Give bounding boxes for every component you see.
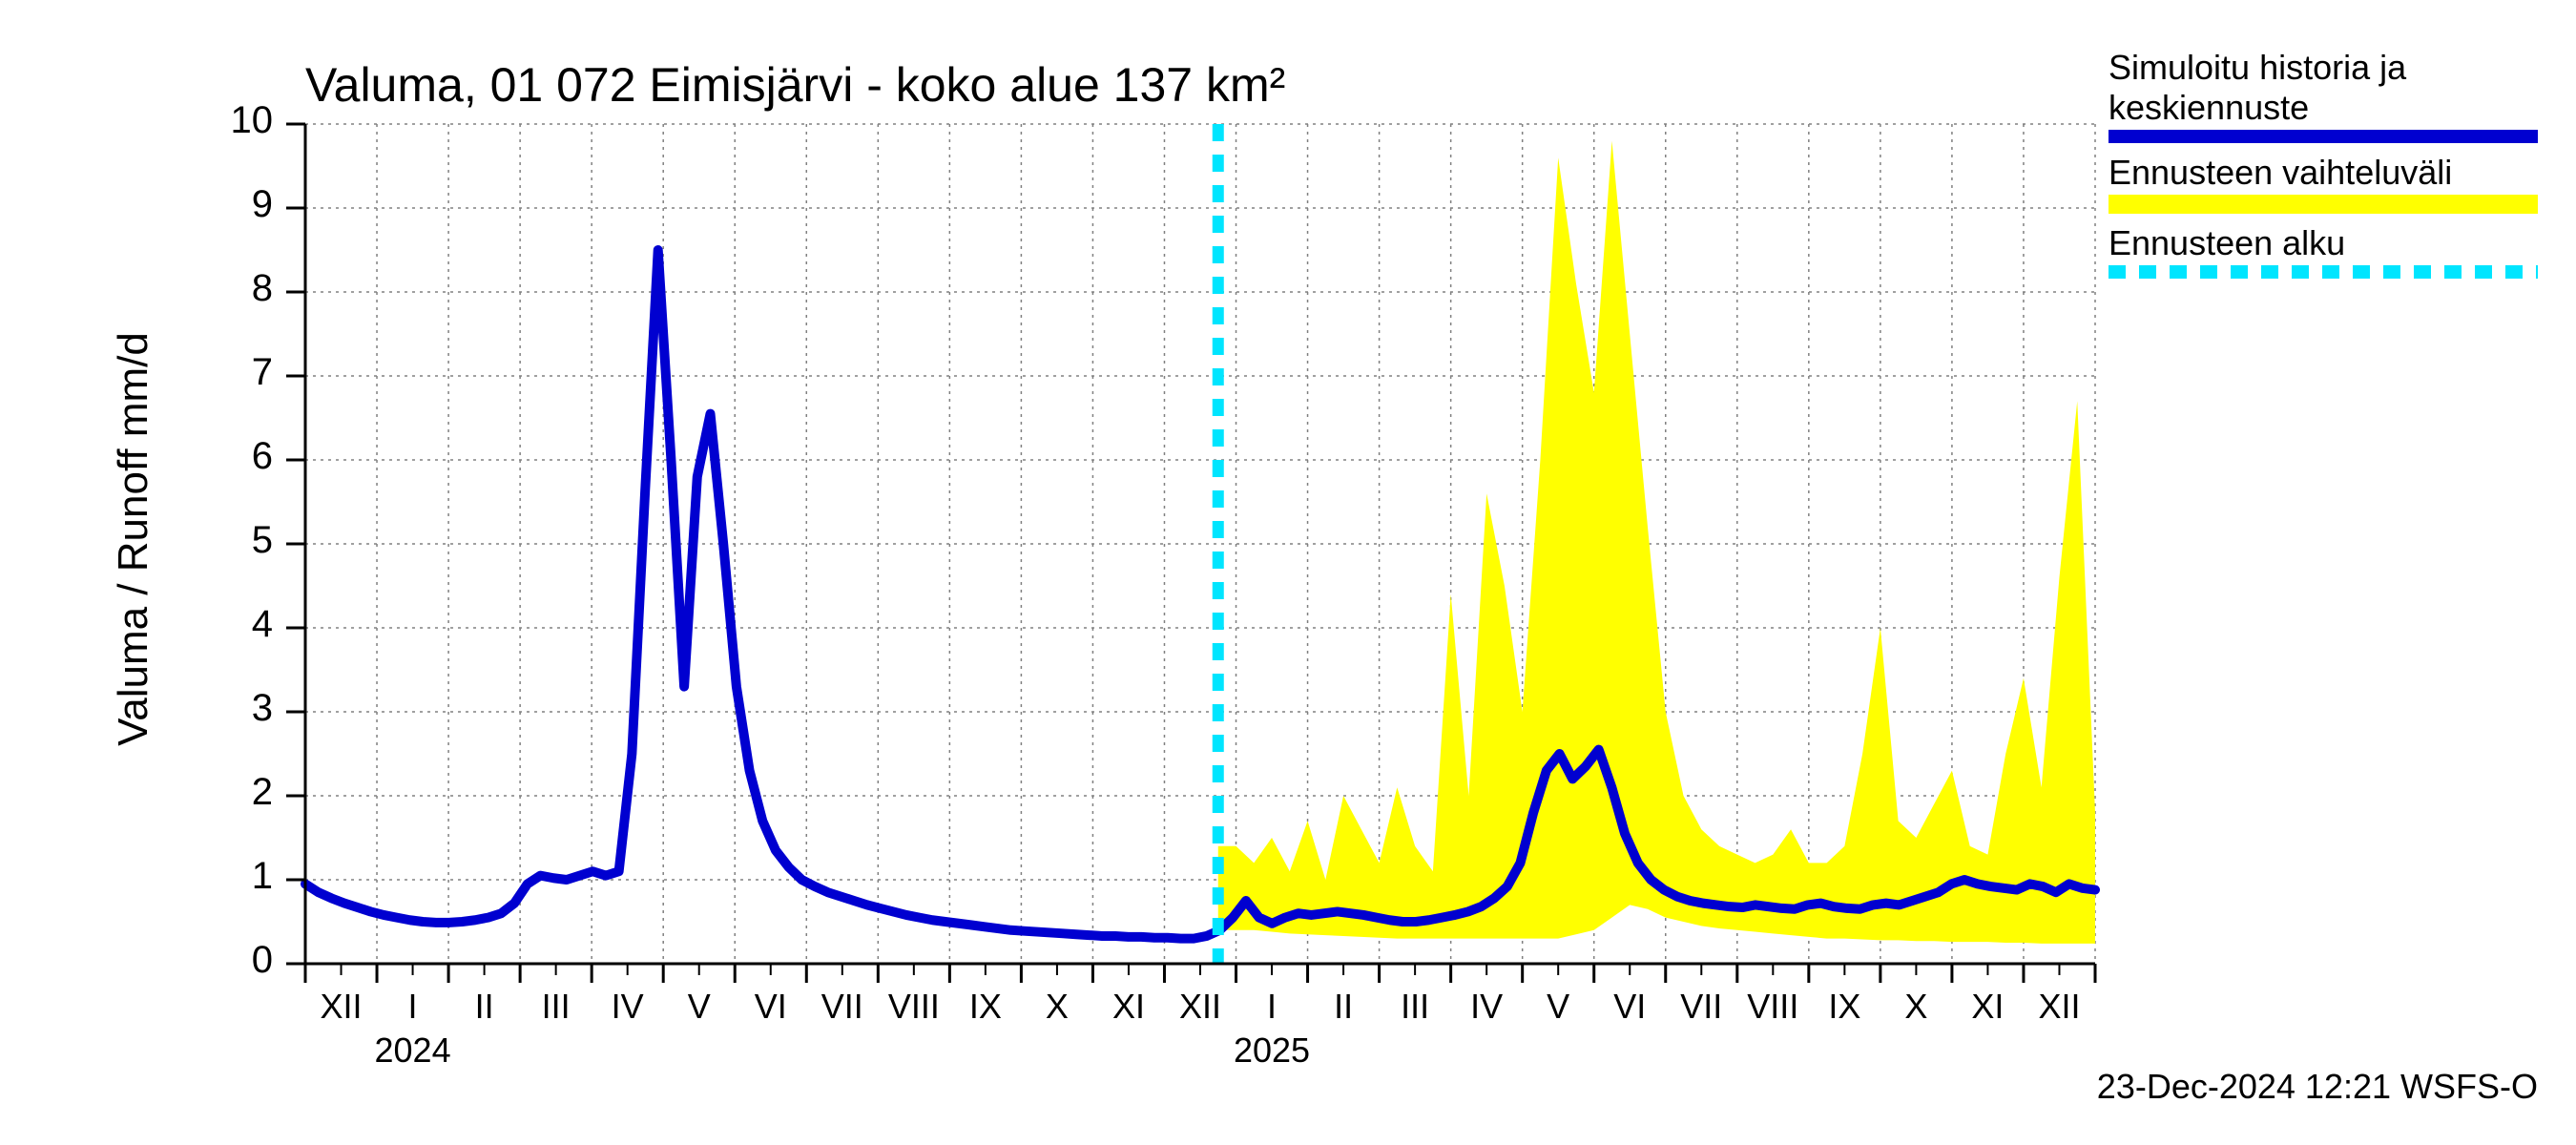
x-tick-label: XII — [1162, 987, 1238, 1027]
y-tick-label: 1 — [197, 855, 273, 898]
x-tick-label: VIII — [876, 987, 952, 1027]
x-tick-label: VI — [733, 987, 809, 1027]
x-tick-label: I — [1234, 987, 1310, 1027]
x-tick-label: VI — [1591, 987, 1668, 1027]
x-tick-label: V — [1520, 987, 1596, 1027]
legend-item: Ennusteen vaihteluväli — [2109, 153, 2538, 214]
x-tick-label: X — [1878, 987, 1954, 1027]
x-tick-label: IX — [947, 987, 1024, 1027]
y-tick-label: 10 — [197, 99, 273, 142]
x-tick-label: VII — [1663, 987, 1739, 1027]
x-year-label: 2024 — [356, 1030, 470, 1071]
x-tick-label: IX — [1806, 987, 1882, 1027]
legend-swatch — [2109, 265, 2538, 279]
legend: Simuloitu historia ja keskiennuste Ennust… — [2109, 48, 2538, 288]
y-tick-label: 9 — [197, 183, 273, 226]
y-tick-label: 8 — [197, 267, 273, 310]
x-year-label: 2025 — [1215, 1030, 1329, 1071]
x-tick-label: XI — [1091, 987, 1167, 1027]
x-tick-label: II — [447, 987, 523, 1027]
legend-swatch — [2109, 130, 2538, 143]
y-tick-label: 0 — [197, 939, 273, 982]
legend-item: Ennusteen alku — [2109, 223, 2538, 279]
y-tick-label: 4 — [197, 603, 273, 646]
legend-label: Ennusteen alku — [2109, 223, 2538, 263]
legend-item: Simuloitu historia ja keskiennuste — [2109, 48, 2538, 143]
y-axis-label: Valuma / Runoff mm/d — [110, 253, 157, 825]
x-tick-label: V — [661, 987, 737, 1027]
timestamp: 23-Dec-2024 12:21 WSFS-O — [2097, 1067, 2538, 1107]
x-tick-label: I — [375, 987, 451, 1027]
legend-label: Simuloitu historia ja keskiennuste — [2109, 48, 2538, 128]
legend-swatch — [2109, 195, 2538, 214]
x-tick-label: X — [1019, 987, 1095, 1027]
x-tick-label: XII — [303, 987, 380, 1027]
y-tick-label: 5 — [197, 519, 273, 562]
chart-container: Valuma, 01 072 Eimisjärvi - koko alue 13… — [0, 0, 2576, 1145]
x-tick-label: III — [518, 987, 594, 1027]
x-tick-label: XI — [1949, 987, 2025, 1027]
y-tick-label: 7 — [197, 351, 273, 394]
y-tick-label: 2 — [197, 771, 273, 814]
x-tick-label: VII — [804, 987, 881, 1027]
x-tick-label: VIII — [1735, 987, 1811, 1027]
x-tick-label: IV — [590, 987, 666, 1027]
x-tick-label: XII — [2021, 987, 2097, 1027]
y-tick-label: 6 — [197, 435, 273, 478]
legend-label: Ennusteen vaihteluväli — [2109, 153, 2538, 193]
x-tick-label: IV — [1448, 987, 1525, 1027]
x-tick-label: III — [1377, 987, 1453, 1027]
x-tick-label: II — [1305, 987, 1381, 1027]
chart-title: Valuma, 01 072 Eimisjärvi - koko alue 13… — [305, 57, 1285, 113]
y-tick-label: 3 — [197, 687, 273, 730]
